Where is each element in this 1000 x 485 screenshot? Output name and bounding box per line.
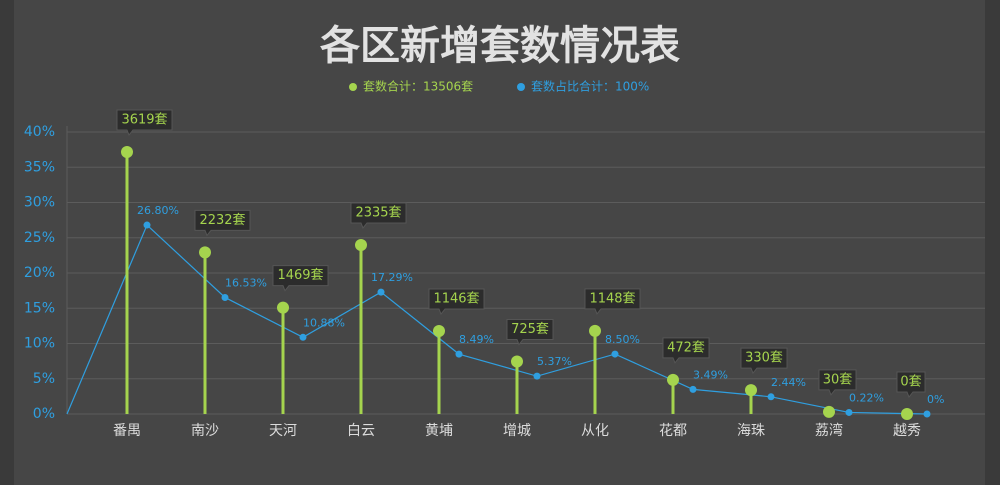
x-tick-label: 荔湾	[815, 422, 843, 439]
value-label: 8.49%	[459, 333, 494, 346]
lollipop-head	[823, 405, 835, 418]
x-tick-label: 越秀	[893, 423, 921, 439]
value-label: 17.29%	[371, 271, 413, 284]
lollipop-head	[589, 324, 601, 337]
x-tick-label: 从化	[581, 423, 609, 439]
line-point	[221, 293, 229, 301]
lollipop-head	[199, 246, 211, 259]
x-tick-label: 天河	[269, 423, 297, 439]
value-label: 2232套	[199, 212, 245, 228]
lollipop-head	[355, 238, 367, 251]
lollipop-head	[745, 384, 757, 397]
line-point	[767, 393, 775, 401]
value-label: 3619套	[121, 112, 167, 128]
value-label: 0套	[900, 374, 921, 390]
line-point	[533, 372, 541, 380]
y-tick-label: 5%	[33, 371, 55, 387]
y-tick-label: 30%	[24, 195, 55, 211]
value-label: 30套	[823, 371, 853, 387]
value-label: 16.53%	[225, 276, 267, 289]
legend-label: 套数合计：13506套	[363, 79, 473, 94]
y-tick-label: 0%	[33, 406, 55, 422]
value-label: 0%	[927, 393, 944, 406]
y-tick-label: 25%	[24, 230, 55, 246]
callout-box	[740, 347, 788, 375]
x-tick-label: 南沙	[191, 423, 219, 439]
value-label: 1148套	[589, 290, 635, 306]
value-label: 26.80%	[137, 204, 179, 217]
panel	[14, 0, 985, 485]
y-tick-label: 40%	[24, 124, 55, 140]
lollipop-head	[667, 373, 679, 386]
callout-box	[272, 265, 329, 292]
line-point	[299, 333, 307, 341]
line-point	[143, 221, 151, 229]
lollipop-head	[901, 408, 913, 420]
line-point	[923, 410, 931, 418]
callout-box	[506, 319, 554, 346]
callout-box	[350, 202, 407, 229]
value-label: 0.22%	[849, 391, 884, 404]
value-label: 1469套	[277, 267, 323, 283]
value-label: 472套	[667, 339, 705, 355]
line-point	[455, 350, 463, 358]
legend-label: 套数占比合计：100%	[531, 79, 649, 94]
y-tick-label: 35%	[24, 159, 55, 175]
x-tick-label: 白云	[347, 423, 375, 439]
callout-box	[428, 288, 485, 316]
legend-marker	[349, 83, 357, 91]
x-tick-label: 番禺	[113, 423, 141, 439]
value-label: 5.37%	[537, 355, 572, 368]
legend-marker	[517, 83, 525, 91]
line-point	[611, 350, 619, 358]
value-label: 3.49%	[693, 368, 728, 381]
value-label: 1146套	[433, 291, 479, 307]
value-label: 2335套	[355, 204, 401, 220]
value-label: 2.44%	[771, 376, 806, 389]
x-tick-label: 海珠	[737, 423, 765, 439]
callout-box	[818, 369, 857, 396]
callout-box	[896, 371, 926, 398]
callout-box	[584, 288, 641, 315]
line-point	[377, 288, 385, 296]
callout-box	[116, 109, 173, 136]
x-tick-label: 增城	[503, 423, 531, 439]
x-tick-label: 黄埔	[425, 422, 453, 439]
value-label: 330套	[745, 350, 783, 366]
line-lead	[66, 224, 148, 415]
value-label: 8.50%	[605, 333, 640, 346]
lollipop-head	[511, 355, 523, 368]
y-tick-label: 10%	[24, 336, 55, 352]
value-label: 725套	[511, 321, 549, 337]
x-tick-label: 花都	[659, 423, 687, 439]
y-tick-label: 15%	[24, 300, 55, 316]
lollipop-head	[121, 146, 133, 158]
callout-box	[662, 337, 710, 364]
callout-box	[194, 209, 251, 237]
line-point	[845, 408, 853, 416]
lollipop-head	[277, 301, 289, 314]
lollipop-head	[433, 325, 445, 338]
chart-title: 各区新增套数情况表	[320, 23, 680, 69]
line-point	[689, 385, 697, 393]
y-tick-label: 20%	[24, 265, 55, 281]
value-label: 10.88%	[303, 316, 345, 329]
